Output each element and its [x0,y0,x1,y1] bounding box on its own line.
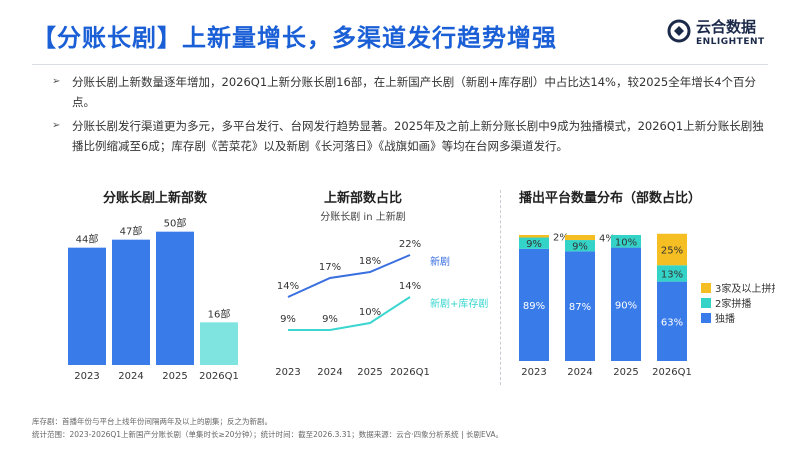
chart1-tick-label: 2024 [118,371,143,382]
brand-name: 云合数据 [696,18,757,36]
chart3-tick-label: 2025 [613,367,638,378]
chart2-tick-label: 2023 [275,367,300,378]
chart2-data-label: 18% [359,256,381,267]
chart3-data-label: 25% [661,245,683,256]
chart3-segment [565,240,595,252]
bullet-arrow-icon: ➢ [52,120,61,131]
footnote-definition: 库存剧：首播年份与平台上线年份间隔两年及以上的剧集；反之为新剧。 [32,417,272,426]
chart3-data-label: 2% [553,232,569,243]
chart3-data-label: 9% [526,239,542,250]
chart2-tick-label: 2025 [357,367,382,378]
chart2-data-label: 9% [322,314,338,325]
brand-logo: 云合数据 ENLIGHTENT [666,14,776,54]
brand-name-en: ENLIGHTENT [696,37,765,47]
chart3-segment [519,237,549,249]
brand-logo-icon [667,19,691,43]
chart2-data-label: 10% [359,307,381,318]
chart2-data-label: 14% [277,281,299,292]
chart3-legend-swatch [701,283,711,293]
chart2-series-name: 新剧 [430,255,450,268]
chart2-series-name: 新剧+库存剧 [430,297,488,310]
chart2-data-label: 22% [399,239,421,250]
chart2-series-line [287,254,411,298]
chart3-segment [565,251,595,361]
chart2-data-label: 14% [399,281,421,292]
chart3-legend-label: 2家拼播 [715,297,751,310]
chart3-legend-label: 3家及以上拼播 [715,282,775,295]
chart2-tick-label: 2026Q1 [390,367,430,378]
chart3-data-label: 4% [599,234,615,245]
chart1-data-label: 50部 [164,217,187,230]
section-divider [500,190,502,385]
chart1-data-label: 47部 [120,225,143,238]
chart3-segment [657,281,687,361]
chart3-tick-label: 2023 [521,367,546,378]
chart3-segment [611,235,641,248]
chart1-data-label: 44部 [76,233,99,246]
chart2-share-lines: 14% 17% 18% 22% 新剧 9% 9% 10% 14% 新剧+库存剧 2023 2024 20… [275,239,488,378]
chart1-bar [200,322,238,365]
chart2-tick-label: 2024 [317,367,342,378]
chart1-data-label: 16部 [208,307,231,320]
bullet-item: ➢ 分账长剧上新数量逐年增加，2026Q1上新分账长剧16部，在上新国产长剧（新… [52,72,768,112]
chart3-data-label: 87% [569,302,591,313]
chart3-tick-label: 2024 [567,367,592,378]
page-title: 【分账长剧】上新量增长，多渠道发行趋势增强 [32,24,557,52]
bullet-text: 分账长剧上新数量逐年增加，2026Q1上新分账长剧16部，在上新国产长剧（新剧+… [72,75,757,109]
chart1-new-series-count: 44部 2023 47部 2024 50部 2025 16部 2026Q1 [68,217,239,382]
chart3-legend-swatch [701,313,711,323]
chart1-bar [156,231,194,365]
chart1-tick-label: 2026Q1 [199,371,239,382]
chart3-segment [657,265,687,282]
bullet-arrow-icon: ➢ [52,76,61,87]
chart3-segment [519,248,549,361]
chart2-title: 上新部数占比 [323,191,402,206]
bullet-item: ➢ 分账长剧发行渠道更为多元，多平台发行、台网发行趋势显著。2025年及之前上新… [52,116,768,156]
chart3-data-label: 89% [523,301,545,312]
chart3-tick-label: 2026Q1 [652,367,692,378]
chart2-data-label: 9% [280,314,296,325]
chart3-legend-swatch [701,298,711,308]
chart3-data-label: 9% [572,242,588,253]
chart3-data-label: 63% [661,317,683,328]
chart3-legend-label: 独播 [715,312,735,325]
bullet-text: 分账长剧发行渠道更为多元，多平台发行、台网发行趋势显著。2025年及之前上新分账… [72,119,764,153]
title-divider [32,64,768,65]
chart3-title: 播出平台数量分布（部数占比） [518,191,701,206]
chart1-tick-label: 2023 [74,371,99,382]
chart3-platform-distribution: 89%9%2%202387%9%4%202490%10%202563%13%25… [519,232,775,378]
chart2-data-label: 17% [319,262,341,273]
chart1-title: 分账长剧上新部数 [102,191,207,206]
chart1-bar [112,239,150,365]
chart1-tick-label: 2025 [162,371,187,382]
chart3-segment [611,247,641,361]
chart3-segment [565,235,595,241]
chart3-data-label: 90% [615,300,637,311]
chart1-bar [68,247,106,365]
chart3-segment [519,235,549,238]
chart3-data-label: 10% [615,237,637,248]
chart2-subtitle: 分账长剧 in 上新剧 [320,212,406,223]
chart3-data-label: 13% [661,269,683,280]
chart2-series-line [288,296,411,331]
summary-bullets: ➢ 分账长剧上新数量逐年增加，2026Q1上新分账长剧16部，在上新国产长剧（新… [52,72,768,160]
footnote-source: 统计范围：2023-2026Q1上新国产分账长剧（单集时长≥20分钟）；统计时间… [32,430,503,439]
chart3-segment [657,233,687,266]
